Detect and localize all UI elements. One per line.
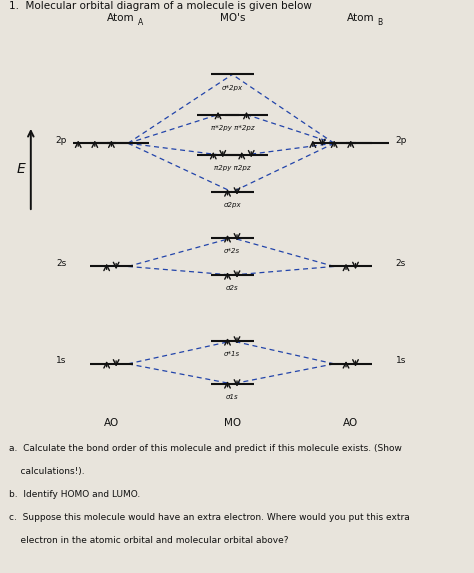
Text: b.  Identify HOMO and LUMO.: b. Identify HOMO and LUMO. <box>9 490 141 499</box>
Text: σ2s: σ2s <box>226 285 238 291</box>
Text: σ2px: σ2px <box>223 202 241 208</box>
Text: σ*2px: σ*2px <box>222 85 243 91</box>
Text: 2p: 2p <box>396 136 407 145</box>
Text: MO: MO <box>224 418 241 428</box>
Text: AO: AO <box>104 418 119 428</box>
Text: E: E <box>17 162 26 176</box>
Text: AO: AO <box>343 418 358 428</box>
Text: calculations!).: calculations!). <box>9 467 85 476</box>
Text: c.  Suppose this molecule would have an extra electron. Where would you put this: c. Suppose this molecule would have an e… <box>9 513 410 522</box>
Text: 1s: 1s <box>396 356 406 366</box>
Text: Atom: Atom <box>107 13 135 23</box>
Text: π2py π2pz: π2py π2pz <box>214 165 251 171</box>
Text: σ1s: σ1s <box>226 394 238 400</box>
Text: 2s: 2s <box>396 259 406 268</box>
Text: σ*1s: σ*1s <box>224 351 240 357</box>
Text: 2p: 2p <box>55 136 66 145</box>
Text: A: A <box>137 18 143 27</box>
Text: 1.  Molecular orbital diagram of a molecule is given below: 1. Molecular orbital diagram of a molecu… <box>9 1 312 11</box>
Text: π*2py π*2pz: π*2py π*2pz <box>210 125 254 131</box>
Text: Atom: Atom <box>346 13 374 23</box>
Text: electron in the atomic orbital and molecular orbital above?: electron in the atomic orbital and molec… <box>9 536 289 545</box>
Text: a.  Calculate the bond order of this molecule and predict if this molecule exist: a. Calculate the bond order of this mole… <box>9 444 402 453</box>
Text: 1s: 1s <box>56 356 66 366</box>
Text: B: B <box>377 18 382 27</box>
Text: σ*2s: σ*2s <box>224 248 240 254</box>
Text: MO's: MO's <box>219 13 245 23</box>
Text: 2s: 2s <box>56 259 66 268</box>
